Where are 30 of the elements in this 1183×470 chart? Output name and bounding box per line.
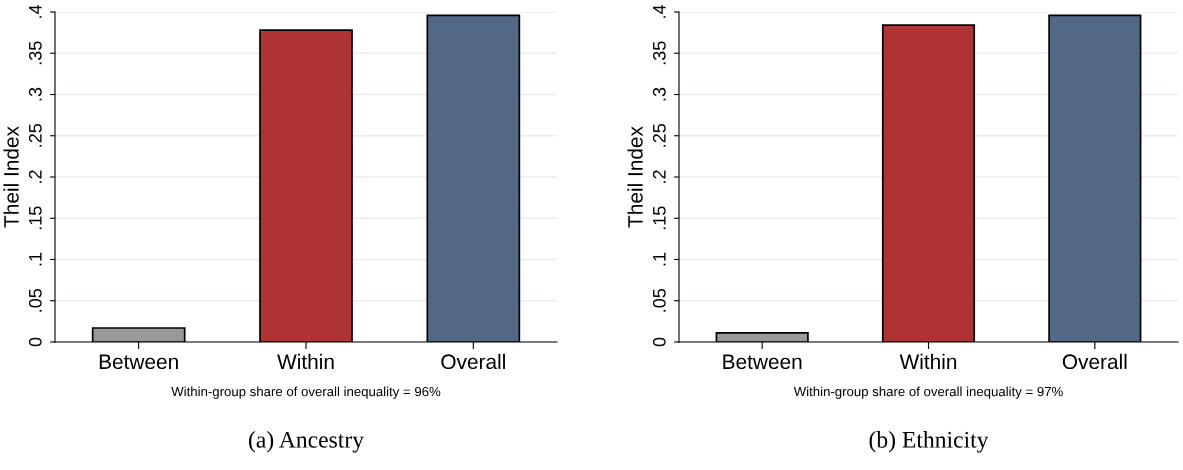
y-tick-label: .15 bbox=[653, 206, 666, 230]
y-tick-label: .25 bbox=[28, 123, 42, 147]
text: (a) Ancestry bbox=[249, 431, 364, 453]
text: (b) Ethnicity bbox=[869, 431, 989, 453]
y-tick-label: 0 bbox=[652, 337, 666, 347]
y-tick-label: .2 bbox=[652, 170, 666, 183]
y-tick-label: .4 bbox=[653, 5, 666, 18]
y-tick-label: .35 bbox=[652, 41, 666, 65]
y-tick-label: .35 bbox=[28, 41, 42, 65]
y-tick-label: .05 bbox=[652, 288, 666, 312]
x-tick-label: Overall bbox=[441, 353, 505, 370]
x-tick-label: Between bbox=[723, 354, 802, 370]
y-tick-label: .25 bbox=[652, 123, 666, 147]
x-tick-label: Between bbox=[99, 354, 178, 370]
y-tick-label: .3 bbox=[652, 87, 666, 101]
x-tick-label: Within bbox=[277, 353, 334, 370]
y-axis-title: Theil Index bbox=[3, 126, 19, 228]
y-tick-label: .05 bbox=[28, 288, 42, 312]
y-tick-label: .2 bbox=[28, 170, 42, 183]
y-tick-label: .1 bbox=[29, 252, 42, 266]
text: Within-group share of overall inequality = 97% bbox=[793, 386, 1063, 399]
y-axis-title: Theil Index bbox=[627, 126, 643, 228]
y-tick-label: .3 bbox=[28, 87, 42, 101]
text: Within-group share of overall inequality = 96% bbox=[171, 386, 441, 399]
y-tick-label: .1 bbox=[653, 252, 666, 266]
y-tick-label: .15 bbox=[29, 206, 42, 230]
x-tick-label: Overall bbox=[1062, 353, 1127, 370]
x-tick-label: Within bbox=[899, 353, 957, 370]
y-tick-label: .4 bbox=[29, 5, 42, 18]
y-tick-label: 0 bbox=[28, 337, 42, 347]
